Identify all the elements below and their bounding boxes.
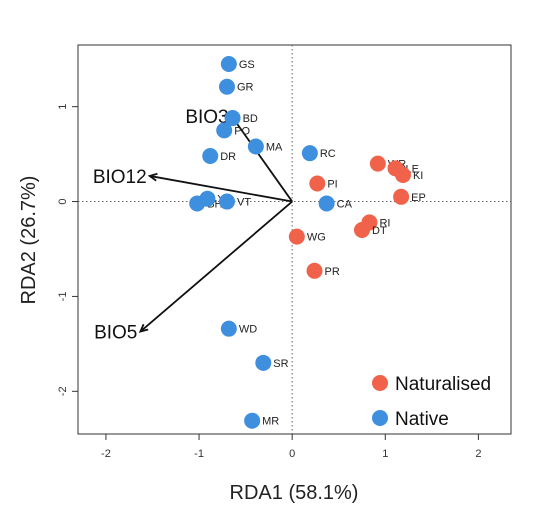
point-label-pr: PR — [325, 266, 340, 278]
point-label-po: PO — [234, 125, 250, 137]
zero-reference-lines — [78, 45, 511, 434]
point-label-sr: SR — [273, 358, 288, 370]
plot-frame — [77, 44, 512, 435]
vector-line-bio12 — [149, 175, 293, 203]
y-axis-ticks: -2 -1 0 1 — [57, 104, 78, 396]
point-yg — [199, 190, 216, 207]
point-label-mr: MR — [262, 416, 279, 428]
point-label-ma: MA — [266, 142, 283, 154]
x-tick-label: 2 — [475, 448, 481, 460]
legend-marker-native — [372, 410, 388, 426]
point-wg — [288, 228, 305, 245]
point-ki — [394, 166, 411, 183]
point-mr — [244, 412, 261, 429]
point-sr — [255, 354, 272, 371]
vector-arrowhead-bio12 — [147, 172, 158, 182]
y-tick-label: -1 — [57, 292, 69, 302]
point-dt — [354, 222, 371, 239]
point-label-wg: WG — [307, 232, 326, 244]
x-tick-label: 1 — [382, 448, 388, 460]
point-label-ri: RI — [379, 217, 390, 229]
y-tick-label: -2 — [57, 386, 69, 396]
x-tick-label: 0 — [289, 448, 295, 460]
legend-label-native: Native — [395, 409, 449, 430]
site-points: WRLEKIEPPIRIDTWGPRGSGRBDPOMADRRCCABHYGVT… — [189, 55, 426, 429]
point-label-dr: DR — [220, 151, 236, 163]
point-label-ca: CA — [337, 198, 353, 210]
y-axis-title: RDA2 (26.7%) — [18, 176, 40, 305]
point-label-rc: RC — [320, 148, 336, 160]
environmental-vectors: BIO3 BIO12 BIO5 — [93, 107, 293, 344]
x-tick-label: -2 — [101, 448, 111, 460]
point-bd — [224, 110, 241, 127]
vector-label-bio5: BIO5 — [94, 323, 137, 344]
point-wr — [369, 155, 386, 172]
legend: Naturalised Native — [372, 374, 491, 430]
point-label-bd: BD — [243, 113, 258, 125]
y-tick-label: 0 — [57, 198, 69, 204]
point-dr — [202, 148, 219, 165]
point-pi — [309, 175, 326, 192]
point-ma — [247, 138, 264, 155]
x-axis-title: RDA1 (58.1%) — [230, 482, 359, 504]
point-label-ki: KI — [413, 170, 423, 182]
point-gs — [220, 55, 237, 72]
point-vt — [218, 193, 235, 210]
point-label-pi: PI — [327, 179, 337, 191]
point-gr — [218, 78, 235, 95]
point-label-vt: VT — [237, 197, 251, 209]
vector-line-bio3 — [230, 115, 293, 203]
x-tick-label: -1 — [194, 448, 204, 460]
vector-line-bio5 — [139, 200, 293, 333]
point-label-dt: DT — [372, 225, 387, 237]
point-label-gs: GS — [239, 59, 255, 71]
point-rc — [301, 145, 318, 162]
point-po — [216, 122, 233, 139]
point-ca — [318, 195, 335, 212]
legend-marker-naturalised — [372, 375, 388, 391]
point-label-wd: WD — [239, 324, 257, 336]
point-pr — [306, 262, 323, 279]
x-axis-ticks: -2 -1 0 1 2 — [101, 434, 481, 460]
y-tick-label: 1 — [57, 104, 69, 110]
vector-label-bio3: BIO3 — [185, 107, 228, 128]
point-ep — [393, 188, 410, 205]
point-label-ep: EP — [411, 192, 426, 204]
legend-label-naturalised: Naturalised — [395, 374, 491, 395]
vector-arrowhead-bio5 — [138, 323, 149, 333]
point-label-gr: GR — [237, 82, 254, 94]
point-wd — [220, 320, 237, 337]
vector-label-bio12: BIO12 — [93, 167, 147, 188]
